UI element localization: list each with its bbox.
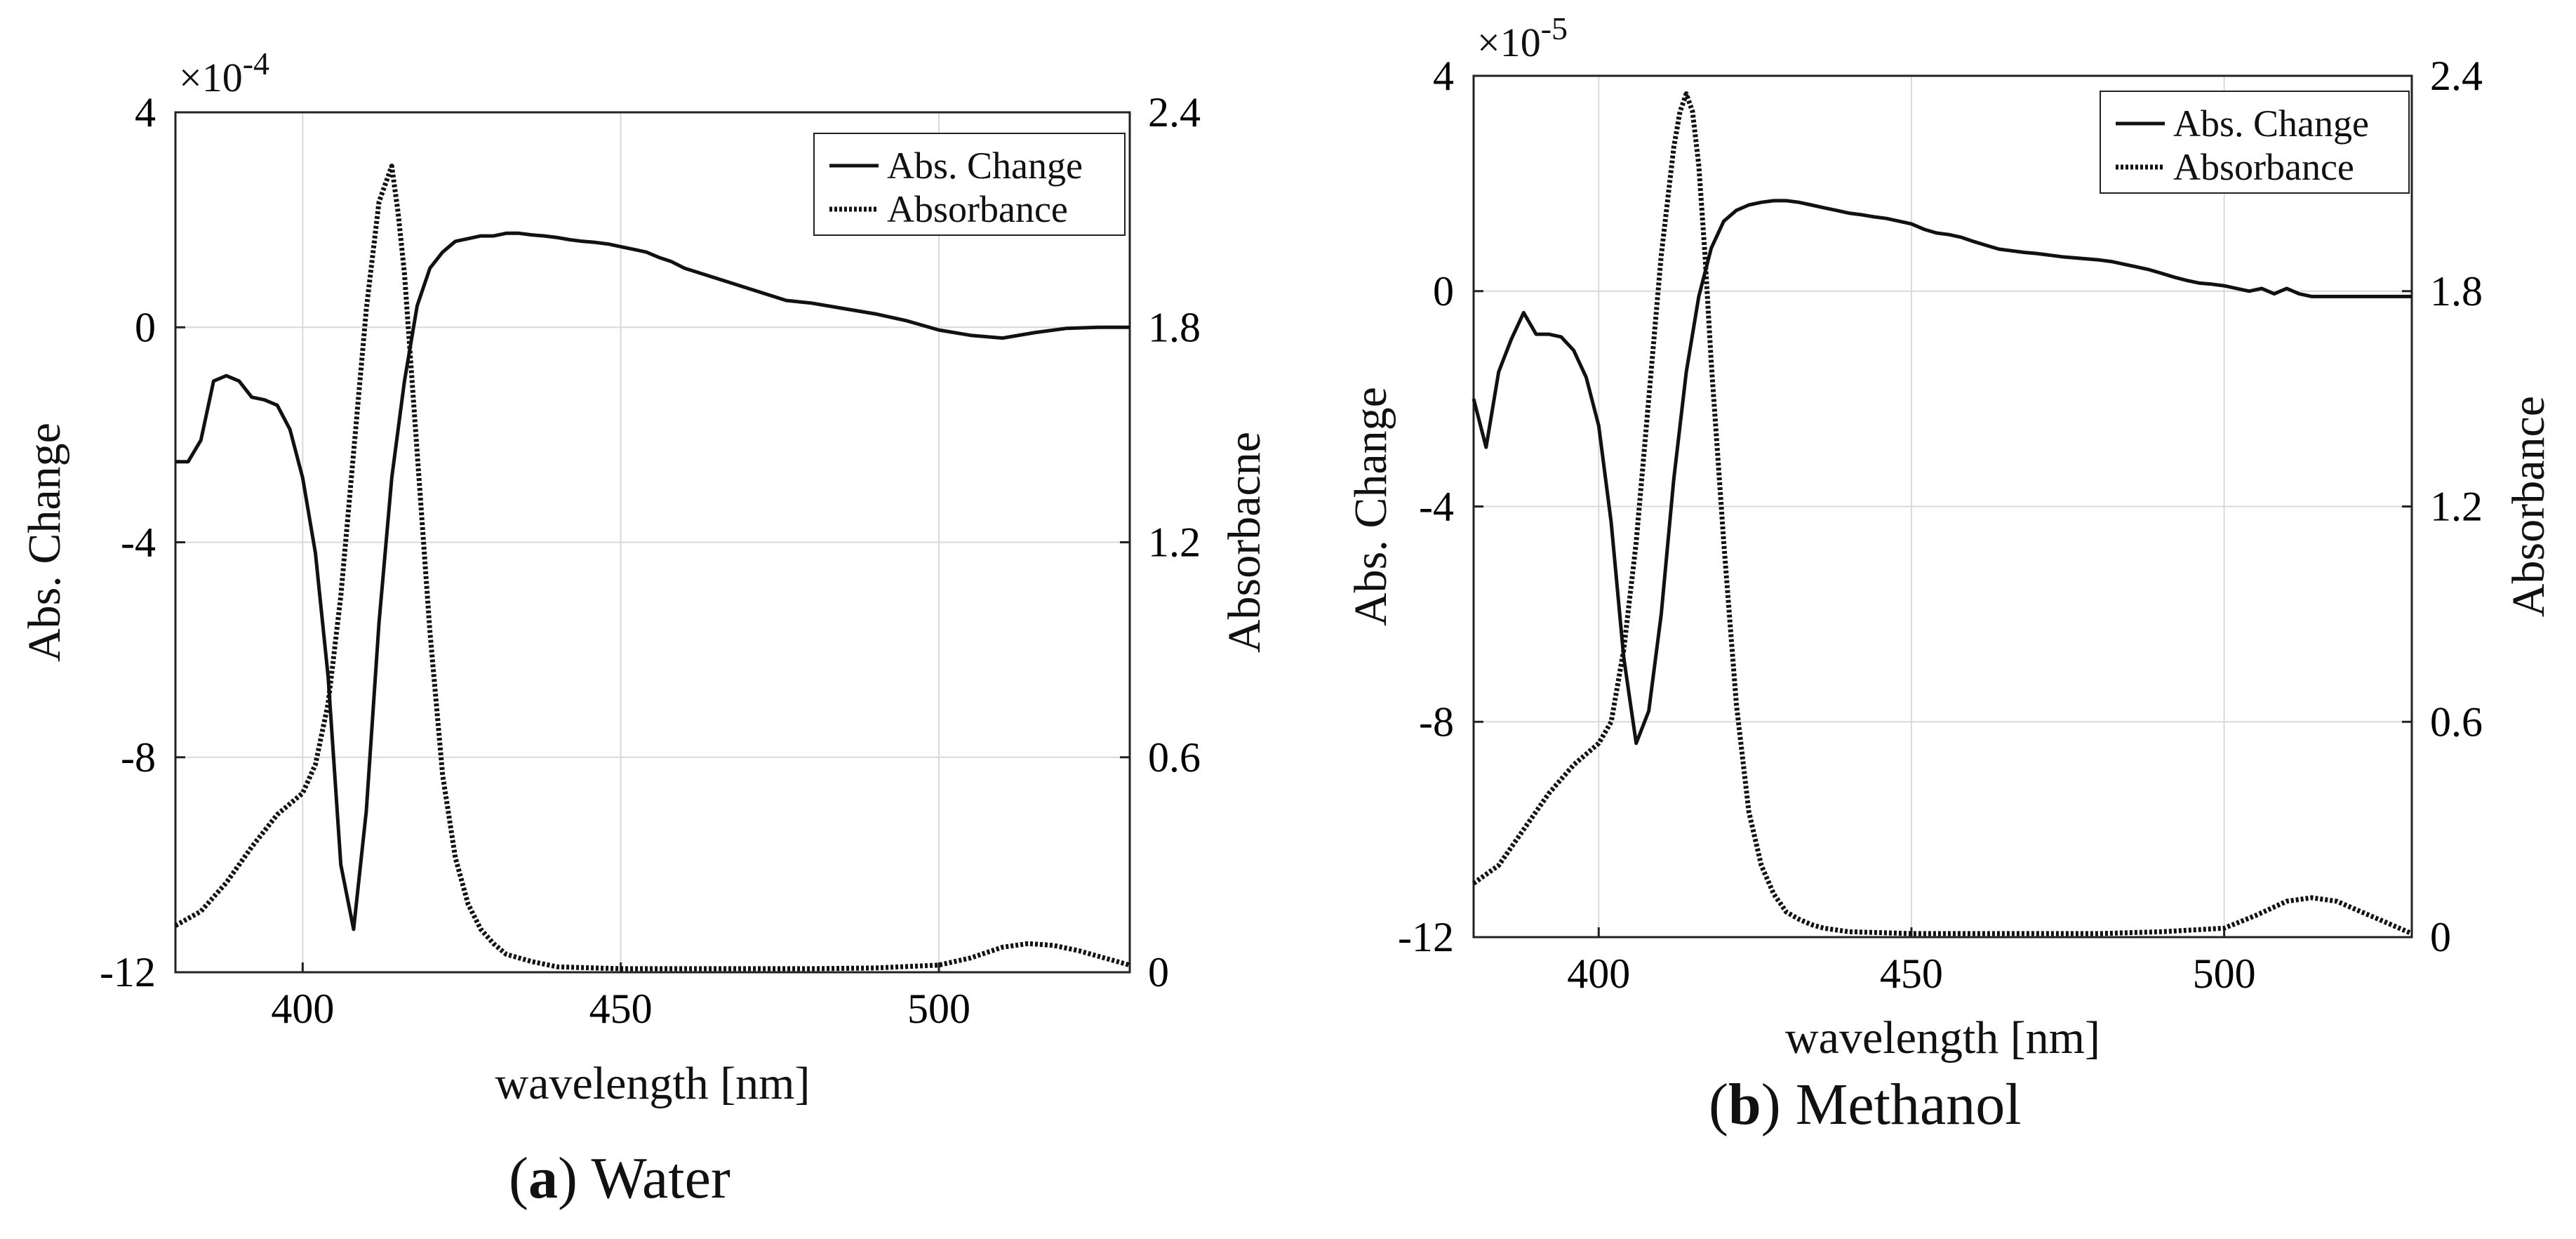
legend-label: Absorbance — [2173, 146, 2354, 188]
y-left-tick-label: -8 — [121, 734, 156, 781]
y-left-tick-label: -12 — [1398, 914, 1454, 960]
axis-exponent: ×10-4 — [179, 46, 269, 100]
caption-text-methanol: Methanol — [1795, 1072, 2022, 1137]
series-abs-change-line — [1471, 199, 2412, 746]
x-tick-label: 400 — [1567, 950, 1630, 997]
caption-water: (a) Water — [509, 1146, 730, 1211]
y-left-tick-label: -12 — [100, 949, 156, 995]
axis-exponent: ×10-5 — [1477, 11, 1568, 65]
y-right-tick-label: 2.4 — [2430, 53, 2483, 99]
y-right-tick-label: 0 — [1148, 949, 1169, 995]
x-tick-label: 400 — [271, 986, 334, 1032]
series-absorbance-line — [174, 164, 1130, 972]
y-left-tick-label: 0 — [1433, 268, 1454, 314]
y-right-tick-label: 2.4 — [1148, 89, 1201, 135]
x-tick-label: 500 — [907, 986, 970, 1032]
y-left-axis-label: Abs. Change — [19, 423, 70, 662]
x-tick-label: 450 — [589, 986, 653, 1032]
legend-box — [2100, 91, 2410, 194]
caption-letter-water: a — [528, 1146, 558, 1211]
panel-methanol: 400 450 500 -12 -8 -4 0 4 0 0.6 1.2 1.8 2.4 wavelengt… — [1345, 11, 2554, 1064]
y-right-tick-label: 0 — [2430, 914, 2451, 960]
y-left-tick-label: -4 — [121, 519, 156, 566]
y-right-axis-label: Absorbacne — [1219, 432, 1270, 653]
y-right-tick-label: 0.6 — [1148, 734, 1201, 781]
series-absorbance-line — [1471, 91, 2413, 936]
y-left-tick-label: 0 — [135, 304, 156, 350]
legend-label: Abs. Change — [2173, 102, 2369, 145]
y-right-tick-label: 1.8 — [2430, 268, 2483, 314]
legend-label: Abs. Change — [887, 145, 1083, 187]
legend-label: Absorbance — [887, 188, 1068, 230]
x-axis-label: wavelength [nm] — [1785, 1012, 2100, 1064]
y-right-axis-label: Absorbance — [2503, 396, 2554, 617]
y-left-tick-label: 4 — [135, 89, 156, 135]
x-tick-label: 450 — [1880, 950, 1943, 997]
y-left-tick-label: 4 — [1433, 53, 1454, 99]
legend-box — [813, 133, 1126, 236]
y-right-tick-label: 1.2 — [2430, 484, 2483, 530]
caption-methanol: (b) Methanol — [1709, 1072, 2022, 1137]
x-tick-label: 500 — [2193, 950, 2256, 997]
y-left-tick-label: -8 — [1419, 698, 1454, 745]
caption-text-water: Water — [591, 1146, 730, 1211]
y-right-tick-label: 0.6 — [2430, 698, 2483, 745]
caption-letter-methanol: b — [1728, 1072, 1761, 1137]
y-left-tick-label: -4 — [1419, 484, 1454, 530]
x-axis-label: wavelength [nm] — [495, 1058, 810, 1109]
series-abs-change-line — [175, 231, 1130, 932]
y-right-tick-label: 1.2 — [1148, 519, 1201, 566]
y-right-tick-label: 1.8 — [1148, 304, 1201, 350]
panel-water: 400 450 500 -12 -8 -4 0 4 0 0.6 1.2 1.8 2.4 wavelengt… — [19, 46, 1270, 1109]
y-left-axis-label: Abs. Change — [1345, 387, 1396, 626]
